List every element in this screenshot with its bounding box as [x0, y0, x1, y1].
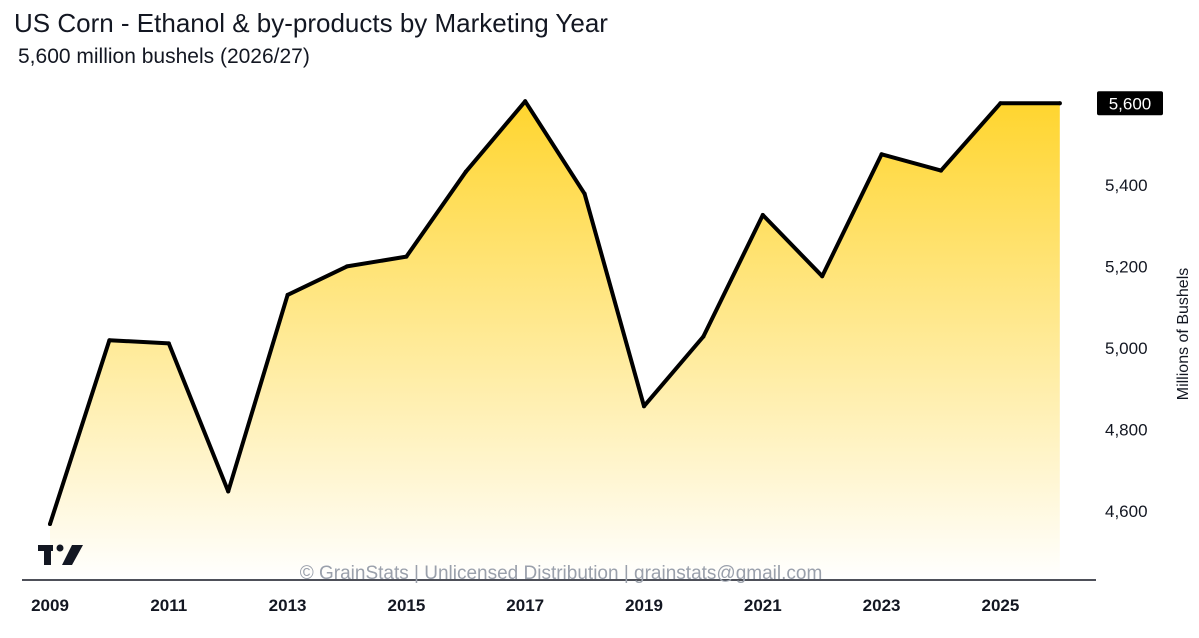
y-tick-label: 5,000: [1105, 339, 1148, 358]
data-point-2018: [582, 191, 587, 196]
x-tick-label: 2009: [31, 596, 69, 615]
watermark: © GrainStats | Unlicensed Distribution |…: [300, 563, 823, 584]
x-tick-label: 2025: [981, 596, 1019, 615]
last-value-badge: 5,600: [1097, 91, 1163, 116]
data-point-2012: [226, 489, 231, 494]
x-tick-label: 2015: [387, 596, 425, 615]
last-value-label: 5,600: [1109, 94, 1152, 113]
data-point-2016: [463, 169, 468, 174]
data-point-2026: [1057, 101, 1062, 106]
data-point-2020: [701, 334, 706, 339]
x-tick-label: 2013: [269, 596, 307, 615]
data-point-2015: [404, 254, 409, 259]
x-tick-label: 2017: [506, 596, 544, 615]
y-tick-label: 5,400: [1105, 176, 1148, 195]
chart-subtitle: 5,600 million bushels (2026/27): [18, 45, 310, 68]
data-point-2009: [48, 522, 52, 526]
x-tick-label: 2021: [744, 596, 782, 615]
data-point-2024: [939, 168, 943, 173]
series-line: [48, 99, 1062, 526]
data-point-2023: [879, 152, 884, 157]
data-point-2014: [345, 264, 349, 269]
x-tick-label: 2023: [863, 596, 901, 615]
data-point-2010: [107, 338, 112, 343]
x-tick-label: 2011: [150, 596, 187, 615]
data-point-2019: [642, 404, 646, 409]
data-point-2021: [760, 213, 765, 217]
y-tick-label: 4,800: [1105, 421, 1148, 440]
data-point-2017: [523, 99, 528, 104]
data-point-2013: [285, 292, 290, 297]
tradingview-logo-icon: [38, 544, 83, 565]
data-point-2022: [820, 274, 825, 279]
y-tick-label: 5,200: [1105, 257, 1148, 276]
data-point-2011: [166, 341, 171, 346]
y-tick-label: 4,600: [1105, 502, 1148, 521]
area-fill: [50, 101, 1060, 581]
x-tick-label: 2019: [625, 596, 663, 615]
y-axis-label: Millions of Bushels: [1175, 268, 1192, 401]
data-point-2025: [998, 101, 1003, 106]
chart-title: US Corn - Ethanol & by-products by Marke…: [14, 8, 608, 38]
